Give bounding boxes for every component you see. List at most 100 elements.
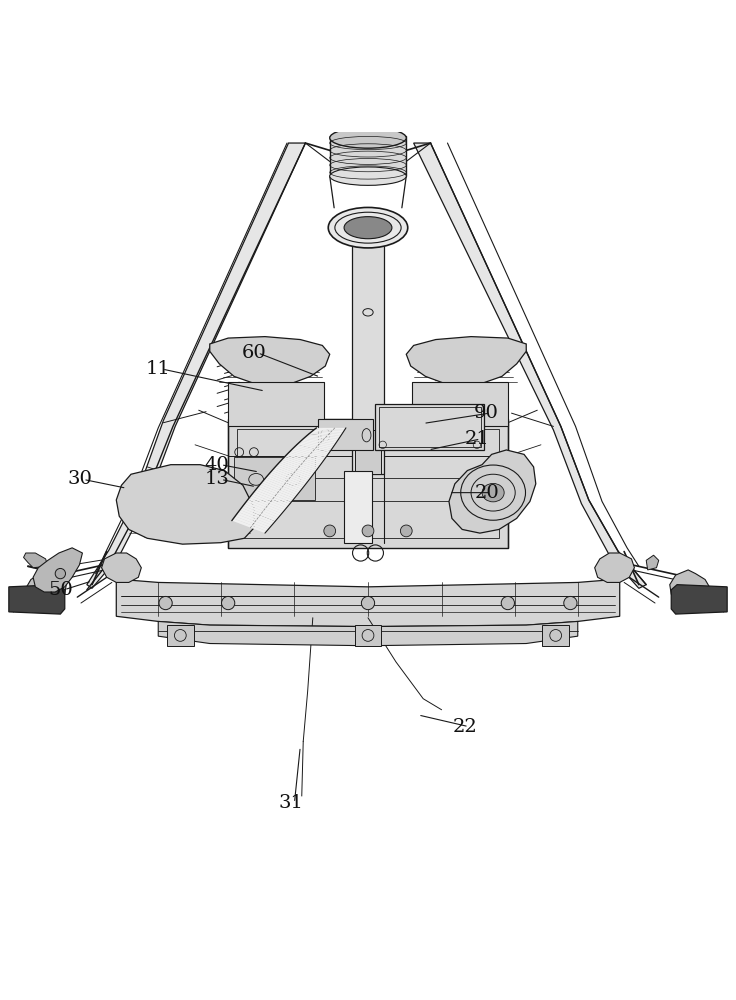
Bar <box>234 457 315 500</box>
Polygon shape <box>290 450 325 461</box>
Polygon shape <box>315 428 346 429</box>
Polygon shape <box>670 570 710 605</box>
Polygon shape <box>116 465 254 544</box>
Text: 20: 20 <box>475 484 500 502</box>
Polygon shape <box>294 446 328 456</box>
Polygon shape <box>313 430 344 433</box>
Polygon shape <box>304 437 336 444</box>
Text: 50: 50 <box>48 581 73 599</box>
Polygon shape <box>671 585 727 614</box>
Polygon shape <box>266 476 302 491</box>
Polygon shape <box>232 518 266 533</box>
Text: 13: 13 <box>205 470 230 488</box>
Bar <box>542 625 569 646</box>
Polygon shape <box>285 455 319 468</box>
Polygon shape <box>277 463 313 476</box>
Ellipse shape <box>501 596 514 610</box>
Polygon shape <box>158 621 578 646</box>
Polygon shape <box>250 496 285 512</box>
Polygon shape <box>248 498 283 514</box>
Polygon shape <box>87 143 305 588</box>
Ellipse shape <box>482 483 504 502</box>
Text: 40: 40 <box>205 456 230 474</box>
Ellipse shape <box>55 568 66 579</box>
Bar <box>352 231 384 474</box>
Polygon shape <box>237 512 272 527</box>
Bar <box>412 382 508 426</box>
Polygon shape <box>646 555 659 570</box>
Polygon shape <box>267 474 303 489</box>
Polygon shape <box>310 432 342 436</box>
Polygon shape <box>305 436 338 442</box>
Ellipse shape <box>330 167 406 185</box>
Polygon shape <box>288 452 322 464</box>
Text: 31: 31 <box>278 794 303 812</box>
Bar <box>379 407 481 447</box>
Text: 60: 60 <box>241 344 266 362</box>
Polygon shape <box>291 448 326 459</box>
Polygon shape <box>414 143 646 588</box>
Polygon shape <box>260 483 296 498</box>
Polygon shape <box>116 579 620 627</box>
Polygon shape <box>243 504 278 519</box>
Bar <box>228 382 324 426</box>
Polygon shape <box>314 429 345 431</box>
Polygon shape <box>102 553 141 582</box>
Ellipse shape <box>324 525 336 537</box>
Polygon shape <box>273 467 309 482</box>
Text: 21: 21 <box>464 430 489 448</box>
Polygon shape <box>26 570 66 605</box>
Polygon shape <box>280 460 316 473</box>
Polygon shape <box>9 585 65 614</box>
Polygon shape <box>258 485 294 500</box>
Polygon shape <box>24 553 48 568</box>
Polygon shape <box>275 466 311 480</box>
Polygon shape <box>240 508 275 523</box>
Polygon shape <box>263 479 299 495</box>
Polygon shape <box>311 431 343 434</box>
Ellipse shape <box>564 596 577 610</box>
Polygon shape <box>270 471 306 485</box>
Bar <box>355 430 381 474</box>
Polygon shape <box>296 444 330 454</box>
Text: 30: 30 <box>67 470 92 488</box>
Bar <box>228 419 508 548</box>
Ellipse shape <box>400 525 412 537</box>
Polygon shape <box>244 502 280 517</box>
Polygon shape <box>254 490 290 506</box>
Polygon shape <box>251 494 286 510</box>
Bar <box>375 404 484 450</box>
Ellipse shape <box>222 596 235 610</box>
Ellipse shape <box>362 525 374 537</box>
Polygon shape <box>406 337 526 386</box>
Polygon shape <box>264 477 300 493</box>
Polygon shape <box>306 435 339 441</box>
Polygon shape <box>210 337 330 386</box>
Bar <box>167 625 194 646</box>
Polygon shape <box>33 548 82 592</box>
Bar <box>237 429 499 538</box>
Text: 90: 90 <box>473 404 498 422</box>
Polygon shape <box>261 481 297 496</box>
Polygon shape <box>246 500 282 515</box>
Polygon shape <box>297 443 330 452</box>
Polygon shape <box>289 451 323 462</box>
Polygon shape <box>283 457 318 469</box>
Polygon shape <box>255 488 291 504</box>
Bar <box>318 419 373 450</box>
Polygon shape <box>286 454 321 466</box>
Polygon shape <box>272 469 308 484</box>
Polygon shape <box>269 472 305 487</box>
Text: 11: 11 <box>146 360 171 378</box>
Polygon shape <box>308 434 340 439</box>
Ellipse shape <box>328 207 408 248</box>
Polygon shape <box>282 458 317 471</box>
Polygon shape <box>279 461 314 475</box>
Polygon shape <box>302 438 336 446</box>
Polygon shape <box>252 492 289 508</box>
Polygon shape <box>301 440 334 447</box>
Polygon shape <box>298 442 332 451</box>
Text: 22: 22 <box>453 718 478 736</box>
Polygon shape <box>595 553 634 582</box>
Polygon shape <box>233 516 269 531</box>
